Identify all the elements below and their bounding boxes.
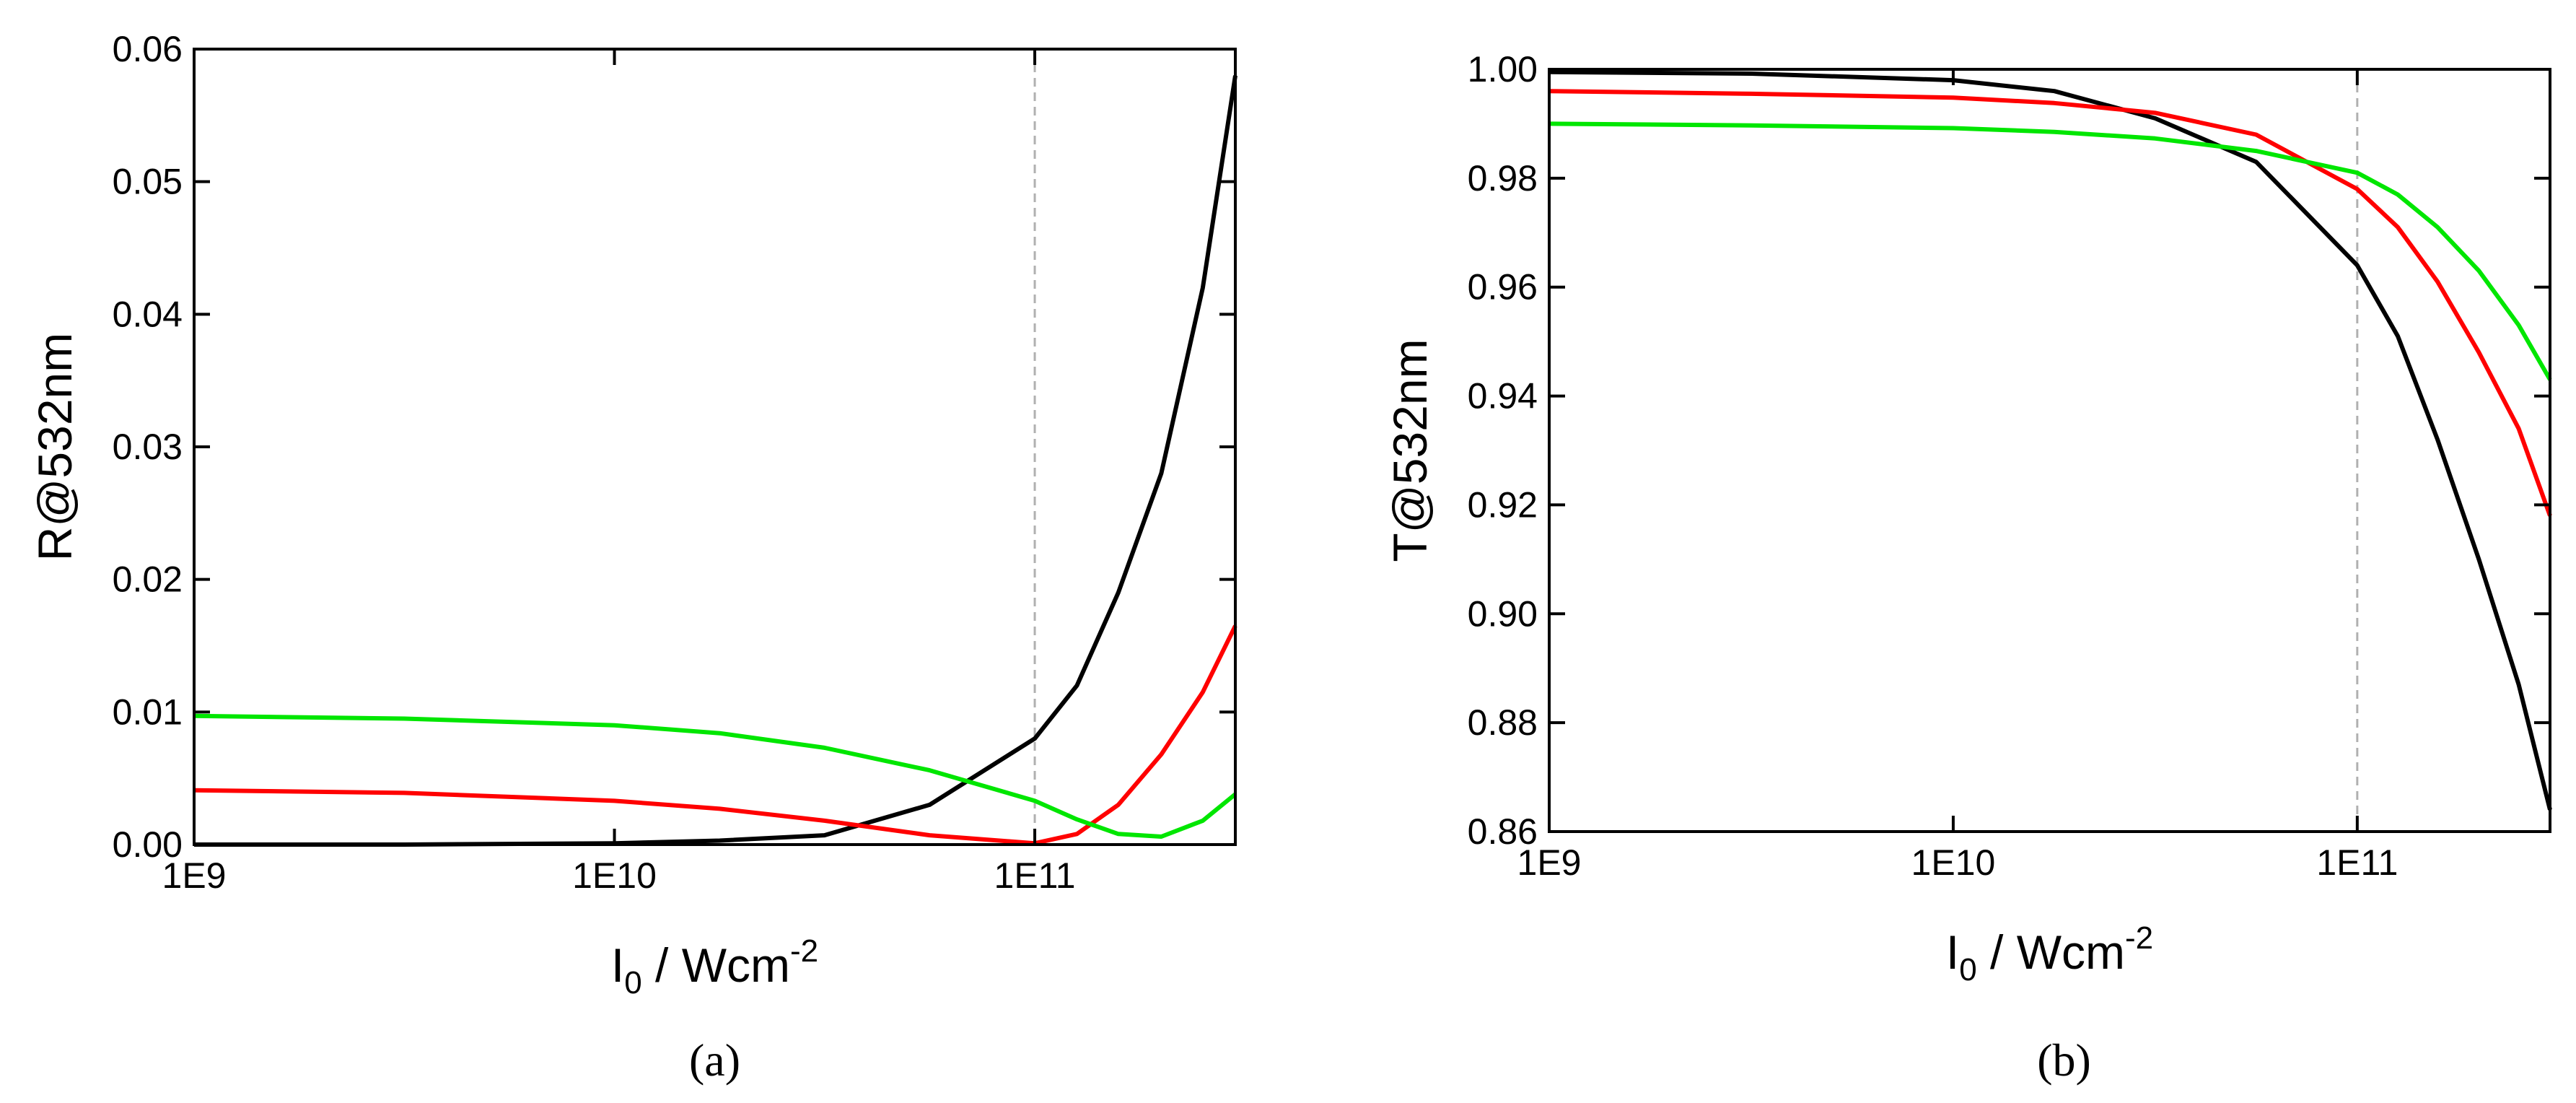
y-tick-label: 0.00 [113,824,183,865]
y-tick-label: 0.96 [1468,267,1538,308]
y-tick-label: 0.06 [113,29,183,69]
data-line [194,75,1237,847]
y-tick-label: 0.90 [1468,593,1538,634]
x-label-main: I [1946,925,1959,979]
x-label-main: I [611,938,624,992]
x-label-sup: -2 [790,933,818,969]
data-line [193,624,1237,846]
y-tick-label: 0.01 [113,692,183,732]
y-tick-label: 0.04 [113,294,183,334]
y-tick-label: 0.86 [1468,811,1538,852]
panel-label: (a) [689,1034,740,1086]
panel: 0.86 0.88 0.90 0.92 0.94 0.96 0.98 1.00 1E9 1E10 1… [1383,49,2552,1086]
y-axis-label: T@532nm [1383,339,1437,562]
plot-frame [193,48,1237,846]
data-line [1548,121,2552,381]
x-tick-label: 1E11 [2316,842,2398,883]
x-axis-label: I0 / Wcm-2 [611,933,818,1000]
x-label-rest: / Wcm [1977,925,2125,979]
x-tick-label: 1E10 [572,855,657,896]
panel-label: (b) [2037,1034,2091,1086]
x-tick-label: 1E11 [994,855,1076,896]
y-tick-label: 0.02 [113,559,183,600]
data-line [193,713,1237,839]
y-tick-label: 0.92 [1468,484,1538,525]
x-tick-label: 1E10 [1911,842,1996,883]
data-line [1548,69,2552,811]
y-tick-label: 0.94 [1468,376,1538,417]
x-label-sup: -2 [2125,920,2153,956]
x-label-sub: 0 [624,965,641,1000]
y-tick-label: 1.00 [1468,49,1538,90]
x-axis-label: I0 / Wcm-2 [1946,920,2153,988]
x-tick-label: 1E9 [1517,842,1582,883]
y-tick-label: 0.98 [1468,158,1538,199]
panel: 0.00 0.01 0.02 0.03 0.04 0.05 0.06 1E9 1E10 1E11 R… [28,29,1237,1086]
x-label-sub: 0 [1959,952,1976,988]
y-tick-label: 0.05 [113,162,183,202]
y-axis-label: R@532nm [28,333,82,561]
x-tick-label: 1E9 [162,855,227,896]
data-line [1548,89,2552,517]
x-label-rest: / Wcm [642,938,790,992]
y-tick-label: 0.03 [113,427,183,467]
plot-frame [1548,68,2551,833]
y-tick-label: 0.88 [1468,702,1538,743]
